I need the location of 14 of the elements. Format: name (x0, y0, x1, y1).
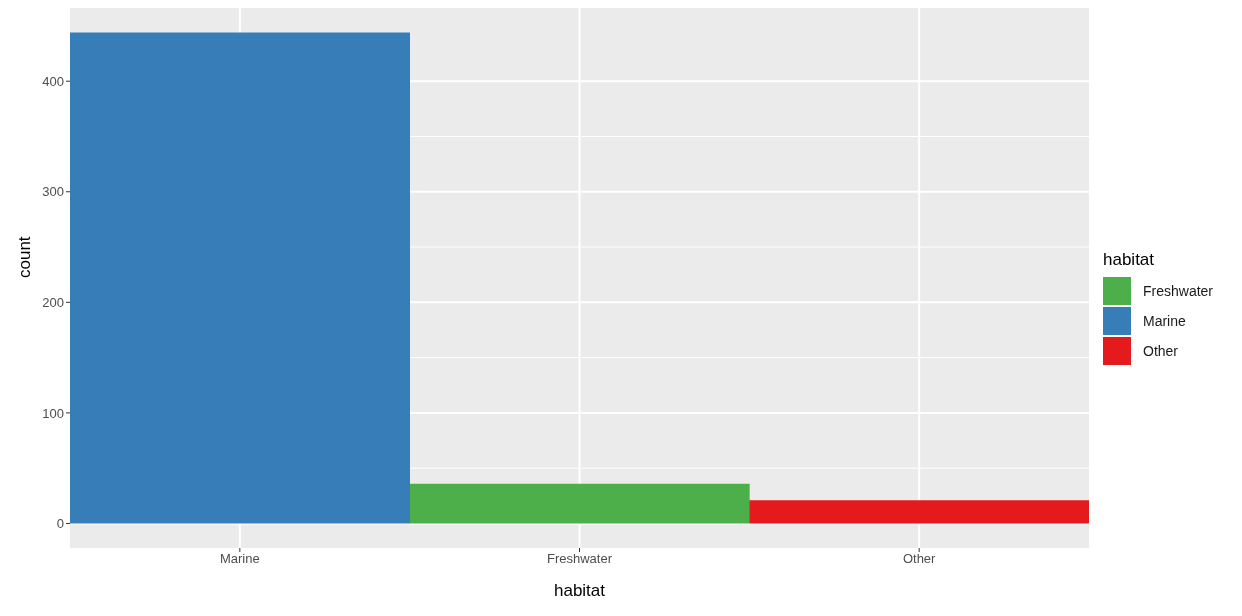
x-tick-label: Freshwater (546, 551, 613, 567)
y-tick-label: 300 (42, 184, 64, 200)
legend-label: Freshwater (1143, 283, 1214, 299)
y-axis-title: count (15, 236, 35, 278)
y-tick-label: 400 (42, 73, 64, 89)
legend-label: Marine (1143, 313, 1186, 329)
y-tick-label: 200 (42, 294, 64, 310)
x-tick-label: Other (902, 551, 937, 567)
legend-title: habitat (1103, 250, 1156, 270)
legend-label: Other (1143, 343, 1179, 359)
y-tick-label: 0 (56, 516, 64, 532)
x-tick-label: Marine (219, 551, 260, 567)
y-tick-label: 100 (42, 405, 64, 421)
x-axis-title: habitat (553, 581, 606, 600)
